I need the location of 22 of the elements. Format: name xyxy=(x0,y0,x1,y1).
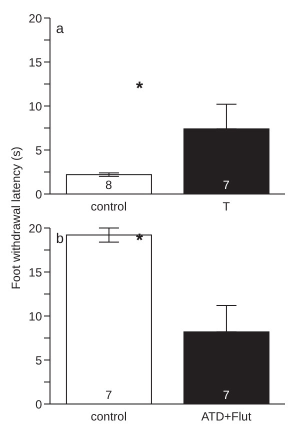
y-tick-label: 15 xyxy=(28,55,42,70)
y-tick-label: 10 xyxy=(28,309,42,324)
annotation: 7 xyxy=(105,388,112,402)
y-tick-label: 5 xyxy=(35,353,42,368)
chart-title: b xyxy=(56,230,64,246)
y-tick-label: 20 xyxy=(28,11,42,26)
annotation: * xyxy=(136,78,144,99)
x-tick-label: control xyxy=(90,200,127,214)
annotation: 7 xyxy=(222,178,230,192)
chart-title: a xyxy=(56,20,64,36)
y-tick-label: 0 xyxy=(35,397,42,412)
annotation: 8 xyxy=(105,178,112,192)
y-tick-label: 15 xyxy=(28,265,42,280)
y-tick-label: 5 xyxy=(35,143,42,158)
x-tick-label: T xyxy=(222,200,231,214)
x-tick-label: control xyxy=(90,410,127,424)
y-axis-title: Foot withdrawal latency (s) xyxy=(9,146,23,290)
y-tick-label: 20 xyxy=(28,221,42,236)
y-tick-label: 10 xyxy=(28,99,42,114)
y-tick-label: 0 xyxy=(35,187,42,202)
x-tick-label: ATD+Flut xyxy=(201,410,252,424)
annotation: 7 xyxy=(222,388,230,402)
